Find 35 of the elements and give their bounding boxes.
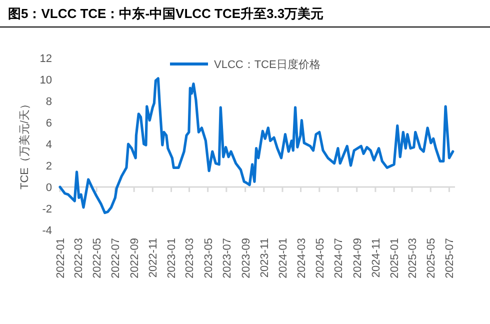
x-tick-label: 2022-05 [92, 238, 104, 278]
line-series [58, 77, 454, 214]
x-tick-label: 2023-03 [184, 238, 196, 278]
x-tick-label: 2022-07 [110, 238, 122, 278]
y-tick-label: 0 [46, 182, 52, 194]
y-tick-label: 10 [40, 74, 52, 86]
x-tick-label: 2024-03 [296, 238, 308, 278]
y-tick-label: 8 [46, 96, 52, 108]
x-tick-label: 2024-09 [352, 238, 364, 278]
x-tick-label: 2025-03 [407, 238, 420, 278]
x-tick-label: 2022-09 [129, 238, 142, 278]
x-tick-label: 2023-05 [202, 238, 215, 278]
x-tick-label: 2025-05 [426, 238, 438, 278]
y-axis-title: TCE（万美元/天） [18, 98, 31, 190]
y-tick-label: 2 [46, 160, 52, 172]
x-tick-label: 2022-11 [148, 238, 160, 278]
y-tick-label: 6 [46, 118, 52, 130]
x-tick-label: 2022-03 [72, 238, 85, 278]
chart-title: 图5：VLCC TCE：中东-中国VLCC TCE升至3.3万美元 [8, 6, 324, 21]
x-tick-label: 2024-01 [277, 238, 290, 278]
y-tick-label: -4 [42, 225, 52, 237]
x-tick-label: 2023-09 [240, 238, 252, 278]
x-tick-label: 2024-07 [332, 238, 345, 278]
x-tick-label: 2023-07 [221, 238, 234, 278]
legend-label: VLCC：TCE日度价格 [214, 58, 320, 71]
x-tick-label: 2025-01 [389, 238, 402, 278]
x-tick-label: 2025-07 [444, 238, 456, 278]
x-tick-label: 2024-11 [370, 238, 382, 278]
x-tick-label: 2023-01 [166, 238, 178, 278]
y-tick-label: -2 [42, 204, 52, 216]
x-tick-label: 2023-11 [258, 238, 271, 278]
y-tick-label: 4 [46, 139, 52, 151]
y-tick-label: 12 [40, 53, 52, 65]
x-tick-label: 2024-05 [314, 238, 326, 278]
x-tick-label: 2022-01 [55, 238, 67, 278]
